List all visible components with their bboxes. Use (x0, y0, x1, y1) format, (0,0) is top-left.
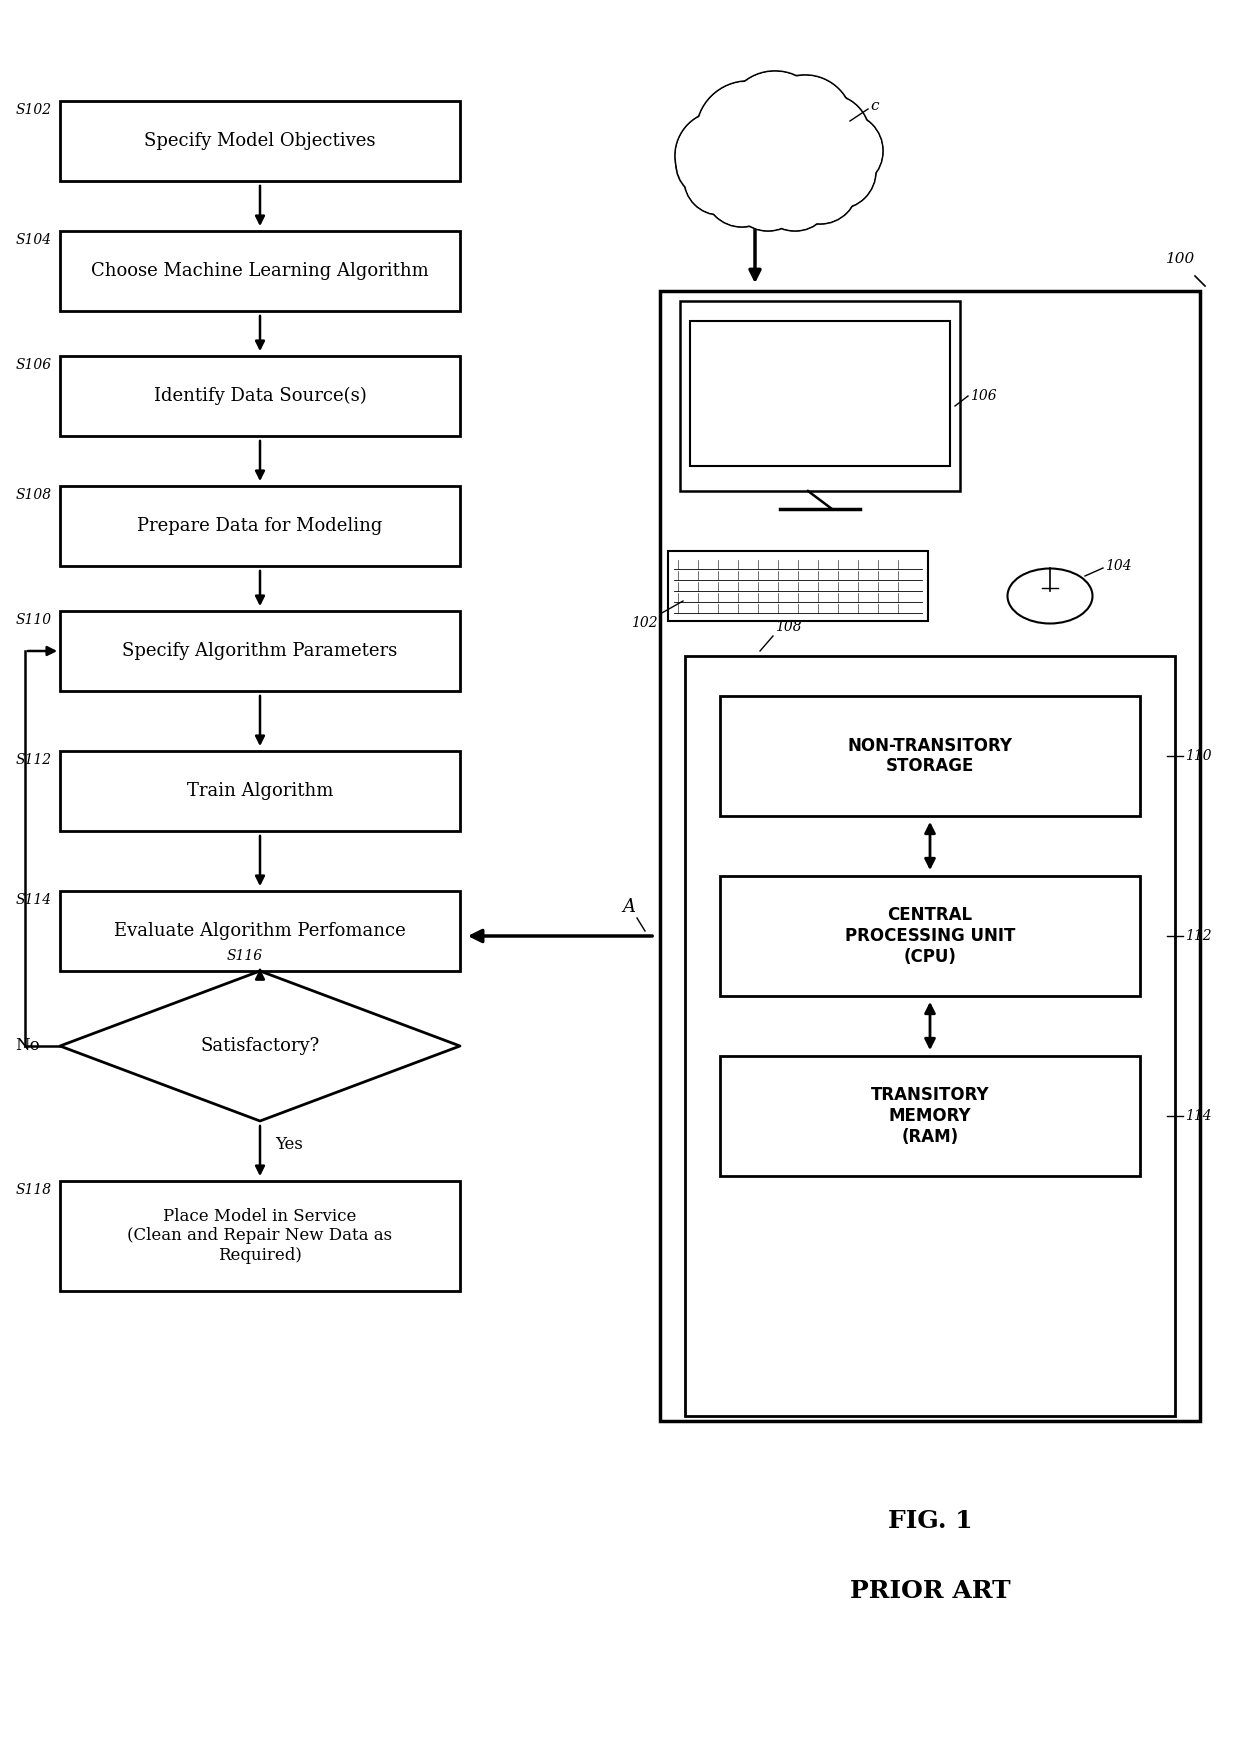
Text: Choose Machine Learning Algorithm: Choose Machine Learning Algorithm (91, 263, 429, 280)
Circle shape (808, 114, 882, 187)
Bar (60, 102, 460, 180)
Bar (60, 611, 460, 692)
Text: Satisfactory?: Satisfactory? (201, 1037, 320, 1056)
Text: 112: 112 (1185, 930, 1211, 944)
Circle shape (677, 112, 764, 200)
Bar (680, 301, 960, 490)
Text: TRANSITORY
MEMORY
(RAM): TRANSITORY MEMORY (RAM) (870, 1086, 990, 1145)
Circle shape (800, 133, 875, 208)
Ellipse shape (1007, 569, 1092, 623)
Bar (60, 231, 460, 312)
Circle shape (801, 135, 874, 208)
Text: S112: S112 (16, 753, 52, 767)
Text: FIG. 1: FIG. 1 (888, 1509, 972, 1532)
Circle shape (732, 156, 805, 229)
Circle shape (715, 102, 835, 221)
Text: S110: S110 (16, 613, 52, 627)
Bar (720, 1056, 1140, 1177)
Circle shape (696, 81, 800, 186)
Bar (60, 355, 460, 436)
Text: 104: 104 (1105, 559, 1132, 573)
Text: 110: 110 (1185, 749, 1211, 763)
Circle shape (725, 72, 825, 172)
Bar (60, 891, 460, 972)
Circle shape (782, 149, 858, 224)
Bar (720, 876, 1140, 996)
Circle shape (676, 130, 744, 198)
Bar (720, 695, 1140, 816)
Circle shape (686, 145, 754, 214)
Text: S104: S104 (16, 233, 52, 247)
Text: 100: 100 (1166, 252, 1195, 266)
Text: 114: 114 (1185, 1108, 1211, 1122)
Text: A: A (622, 898, 635, 916)
Text: Train Algorithm: Train Algorithm (187, 783, 334, 800)
Text: Prepare Data for Modeling: Prepare Data for Modeling (138, 517, 383, 536)
Circle shape (759, 77, 852, 170)
Bar (60, 1180, 460, 1290)
Text: c: c (870, 100, 878, 114)
Text: Identify Data Source(s): Identify Data Source(s) (154, 387, 366, 404)
Circle shape (807, 114, 883, 189)
Circle shape (787, 96, 868, 177)
Circle shape (756, 75, 853, 172)
Text: Evaluate Algorithm Perfomance: Evaluate Algorithm Perfomance (114, 923, 405, 940)
Circle shape (701, 102, 800, 201)
Bar (60, 487, 460, 566)
Text: Specify Algorithm Parameters: Specify Algorithm Parameters (123, 643, 398, 660)
Circle shape (750, 102, 849, 201)
Circle shape (706, 152, 779, 226)
Text: 108: 108 (775, 620, 801, 634)
Bar (60, 751, 460, 832)
Text: S108: S108 (16, 489, 52, 503)
Bar (668, 552, 928, 622)
Polygon shape (60, 972, 460, 1121)
Circle shape (751, 103, 848, 200)
Circle shape (702, 103, 799, 200)
Text: 102: 102 (631, 616, 658, 630)
Circle shape (697, 82, 799, 184)
Circle shape (675, 110, 765, 201)
Text: Yes: Yes (275, 1136, 303, 1152)
Circle shape (684, 144, 756, 215)
Text: NON-TRANSITORY
STORAGE: NON-TRANSITORY STORAGE (847, 737, 1013, 776)
Circle shape (730, 156, 806, 231)
Circle shape (677, 131, 743, 196)
Text: CENTRAL
PROCESSING UNIT
(CPU): CENTRAL PROCESSING UNIT (CPU) (844, 907, 1016, 967)
Circle shape (786, 95, 870, 179)
Text: S118: S118 (16, 1184, 52, 1198)
Text: Specify Model Objectives: Specify Model Objectives (144, 131, 376, 151)
Text: S106: S106 (16, 357, 52, 371)
Text: S116: S116 (227, 949, 263, 963)
Text: Place Model in Service
(Clean and Repair New Data as
Required): Place Model in Service (Clean and Repair… (128, 1208, 393, 1264)
Circle shape (717, 103, 833, 219)
Circle shape (727, 72, 823, 170)
Circle shape (759, 156, 832, 229)
Circle shape (704, 151, 780, 228)
Bar (689, 320, 950, 466)
Text: PRIOR ART: PRIOR ART (849, 1579, 1011, 1602)
Bar (660, 291, 1200, 1422)
Text: S114: S114 (16, 893, 52, 907)
Circle shape (756, 156, 833, 231)
Text: S102: S102 (16, 103, 52, 117)
Text: No: No (15, 1038, 40, 1054)
Text: 106: 106 (970, 389, 997, 403)
Bar (684, 657, 1176, 1417)
Circle shape (784, 149, 857, 222)
